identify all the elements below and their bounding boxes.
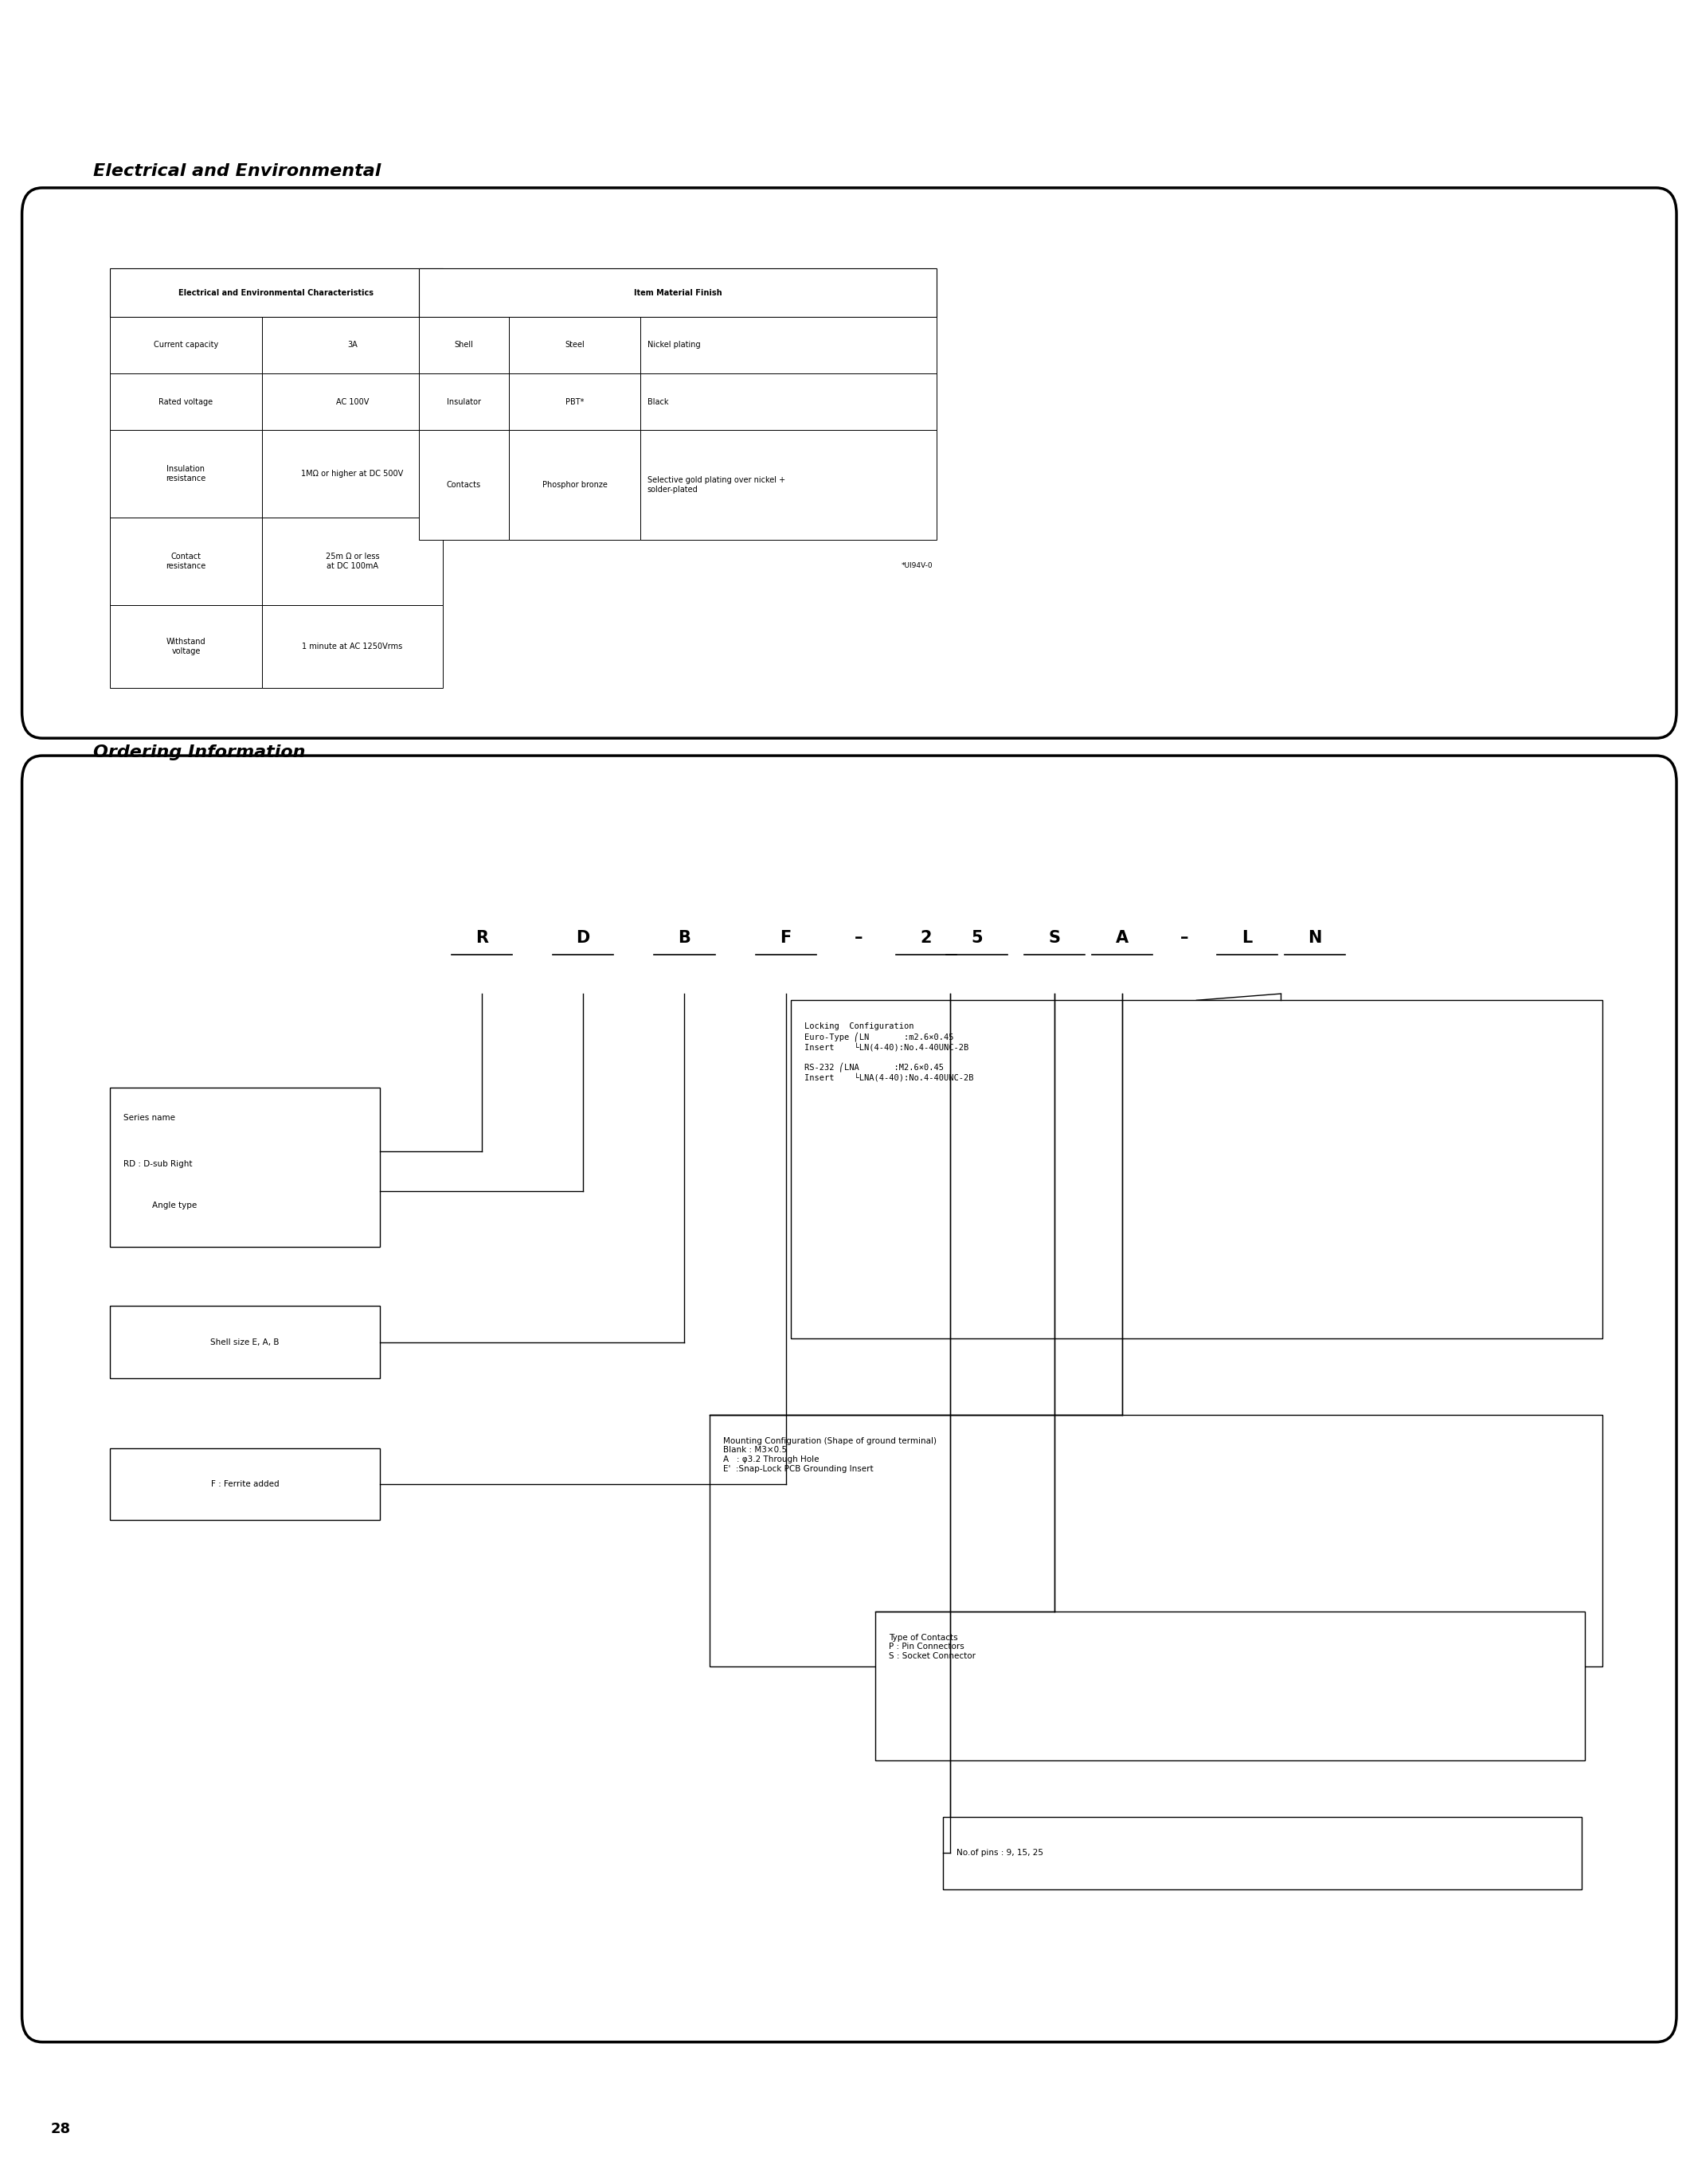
Text: Selective gold plating over nickel +
solder-plated: Selective gold plating over nickel + sol… <box>647 476 786 494</box>
Text: Contacts: Contacts <box>446 480 482 489</box>
Text: B: B <box>678 930 691 946</box>
Text: 1 minute at AC 1250Vrms: 1 minute at AC 1250Vrms <box>303 642 402 651</box>
Bar <box>262 317 443 373</box>
Bar <box>710 1415 1602 1666</box>
Bar <box>943 1817 1582 1889</box>
Bar <box>262 605 443 688</box>
Text: S: S <box>1048 930 1061 946</box>
Bar <box>110 605 262 688</box>
Text: AC 100V: AC 100V <box>336 397 368 406</box>
Bar <box>262 518 443 605</box>
Text: RD : D-sub Right: RD : D-sub Right <box>123 1160 193 1168</box>
Text: Insulator: Insulator <box>446 397 482 406</box>
Bar <box>509 430 641 539</box>
Text: Type of Contacts
P : Pin Connectors
S : Socket Connector: Type of Contacts P : Pin Connectors S : … <box>889 1634 975 1660</box>
Text: N: N <box>1308 930 1322 946</box>
Text: Mounting Configuration (Shape of ground terminal)
Blank : M3×0.5
A   : φ3.2 Thro: Mounting Configuration (Shape of ground … <box>723 1437 936 1472</box>
Text: 25m Ω or less
at DC 100mA: 25m Ω or less at DC 100mA <box>326 553 379 570</box>
Text: L: L <box>1242 930 1252 946</box>
Text: PBT*: PBT* <box>564 397 585 406</box>
Bar <box>110 1088 380 1247</box>
Text: Steel: Steel <box>564 341 585 349</box>
Bar <box>419 373 509 430</box>
Bar <box>509 317 641 373</box>
Text: Series name: Series name <box>123 1114 176 1123</box>
Text: Nickel plating: Nickel plating <box>647 341 700 349</box>
Bar <box>110 518 262 605</box>
Text: Phosphor bronze: Phosphor bronze <box>542 480 607 489</box>
Text: Current capacity: Current capacity <box>154 341 218 349</box>
Bar <box>641 317 936 373</box>
Text: F : Ferrite added: F : Ferrite added <box>211 1481 279 1487</box>
Text: 5: 5 <box>972 930 982 946</box>
FancyBboxPatch shape <box>22 188 1676 738</box>
Text: Contact
resistance: Contact resistance <box>166 553 206 570</box>
Text: F: F <box>781 930 791 946</box>
Text: A: A <box>1115 930 1129 946</box>
Text: 1MΩ or higher at DC 500V: 1MΩ or higher at DC 500V <box>301 470 404 478</box>
Text: Black: Black <box>647 397 668 406</box>
Text: Item Material Finish: Item Material Finish <box>634 288 722 297</box>
Bar <box>641 430 936 539</box>
Text: R: R <box>475 930 488 946</box>
Text: 3A: 3A <box>346 341 358 349</box>
Bar <box>875 1612 1585 1760</box>
Text: Electrical and Environmental Characteristics: Electrical and Environmental Characteris… <box>179 288 373 297</box>
Text: 28: 28 <box>51 2121 71 2136</box>
Bar <box>110 317 262 373</box>
Text: Ordering Information: Ordering Information <box>93 745 306 760</box>
FancyBboxPatch shape <box>22 756 1676 2042</box>
Bar <box>419 269 936 317</box>
Bar <box>110 1306 380 1378</box>
Text: Shell: Shell <box>455 341 473 349</box>
Bar <box>791 1000 1602 1339</box>
Bar <box>262 430 443 518</box>
Text: 2: 2 <box>921 930 931 946</box>
Text: Withstand
voltage: Withstand voltage <box>166 638 206 655</box>
Text: Rated voltage: Rated voltage <box>159 397 213 406</box>
Bar <box>262 373 443 430</box>
Text: Electrical and Environmental: Electrical and Environmental <box>93 164 380 179</box>
Bar <box>110 373 262 430</box>
Bar <box>110 1448 380 1520</box>
Bar <box>509 373 641 430</box>
Text: Locking  Configuration
Euro-Type ⎛LN       :m2.6×0.45
Insert    └LN(4-40):No.4-4: Locking Configuration Euro-Type ⎛LN :m2.… <box>804 1022 973 1081</box>
Text: –: – <box>855 930 862 946</box>
Text: D: D <box>576 930 590 946</box>
Bar <box>419 317 509 373</box>
Text: Shell size E, A, B: Shell size E, A, B <box>211 1339 279 1345</box>
Bar <box>110 269 443 317</box>
Text: Angle type: Angle type <box>152 1201 198 1210</box>
Text: *UI94V-0: *UI94V-0 <box>901 561 933 570</box>
Bar <box>110 430 262 518</box>
Text: Insulation
resistance: Insulation resistance <box>166 465 206 483</box>
Bar <box>641 373 936 430</box>
Bar <box>419 430 509 539</box>
Text: –: – <box>1181 930 1188 946</box>
Text: No.of pins : 9, 15, 25: No.of pins : 9, 15, 25 <box>957 1850 1043 1856</box>
